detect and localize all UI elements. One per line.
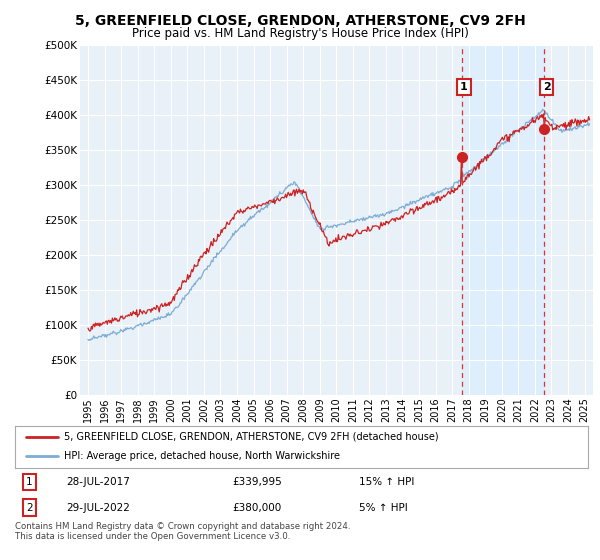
Text: 1: 1 — [26, 477, 32, 487]
Text: 1: 1 — [460, 82, 468, 92]
Text: 29-JUL-2022: 29-JUL-2022 — [67, 502, 130, 512]
Text: 15% ↑ HPI: 15% ↑ HPI — [359, 477, 414, 487]
Text: 5, GREENFIELD CLOSE, GRENDON, ATHERSTONE, CV9 2FH (detached house): 5, GREENFIELD CLOSE, GRENDON, ATHERSTONE… — [64, 432, 439, 442]
Text: £339,995: £339,995 — [233, 477, 283, 487]
Text: 2: 2 — [26, 502, 32, 512]
Text: £380,000: £380,000 — [233, 502, 282, 512]
Text: Contains HM Land Registry data © Crown copyright and database right 2024.
This d: Contains HM Land Registry data © Crown c… — [15, 522, 350, 542]
Text: HPI: Average price, detached house, North Warwickshire: HPI: Average price, detached house, Nort… — [64, 451, 340, 461]
Text: 5, GREENFIELD CLOSE, GRENDON, ATHERSTONE, CV9 2FH: 5, GREENFIELD CLOSE, GRENDON, ATHERSTONE… — [74, 14, 526, 28]
Text: Price paid vs. HM Land Registry's House Price Index (HPI): Price paid vs. HM Land Registry's House … — [131, 27, 469, 40]
Text: 2: 2 — [543, 82, 551, 92]
Bar — [461, 45, 544, 395]
Text: 5% ↑ HPI: 5% ↑ HPI — [359, 502, 407, 512]
Text: 28-JUL-2017: 28-JUL-2017 — [67, 477, 130, 487]
